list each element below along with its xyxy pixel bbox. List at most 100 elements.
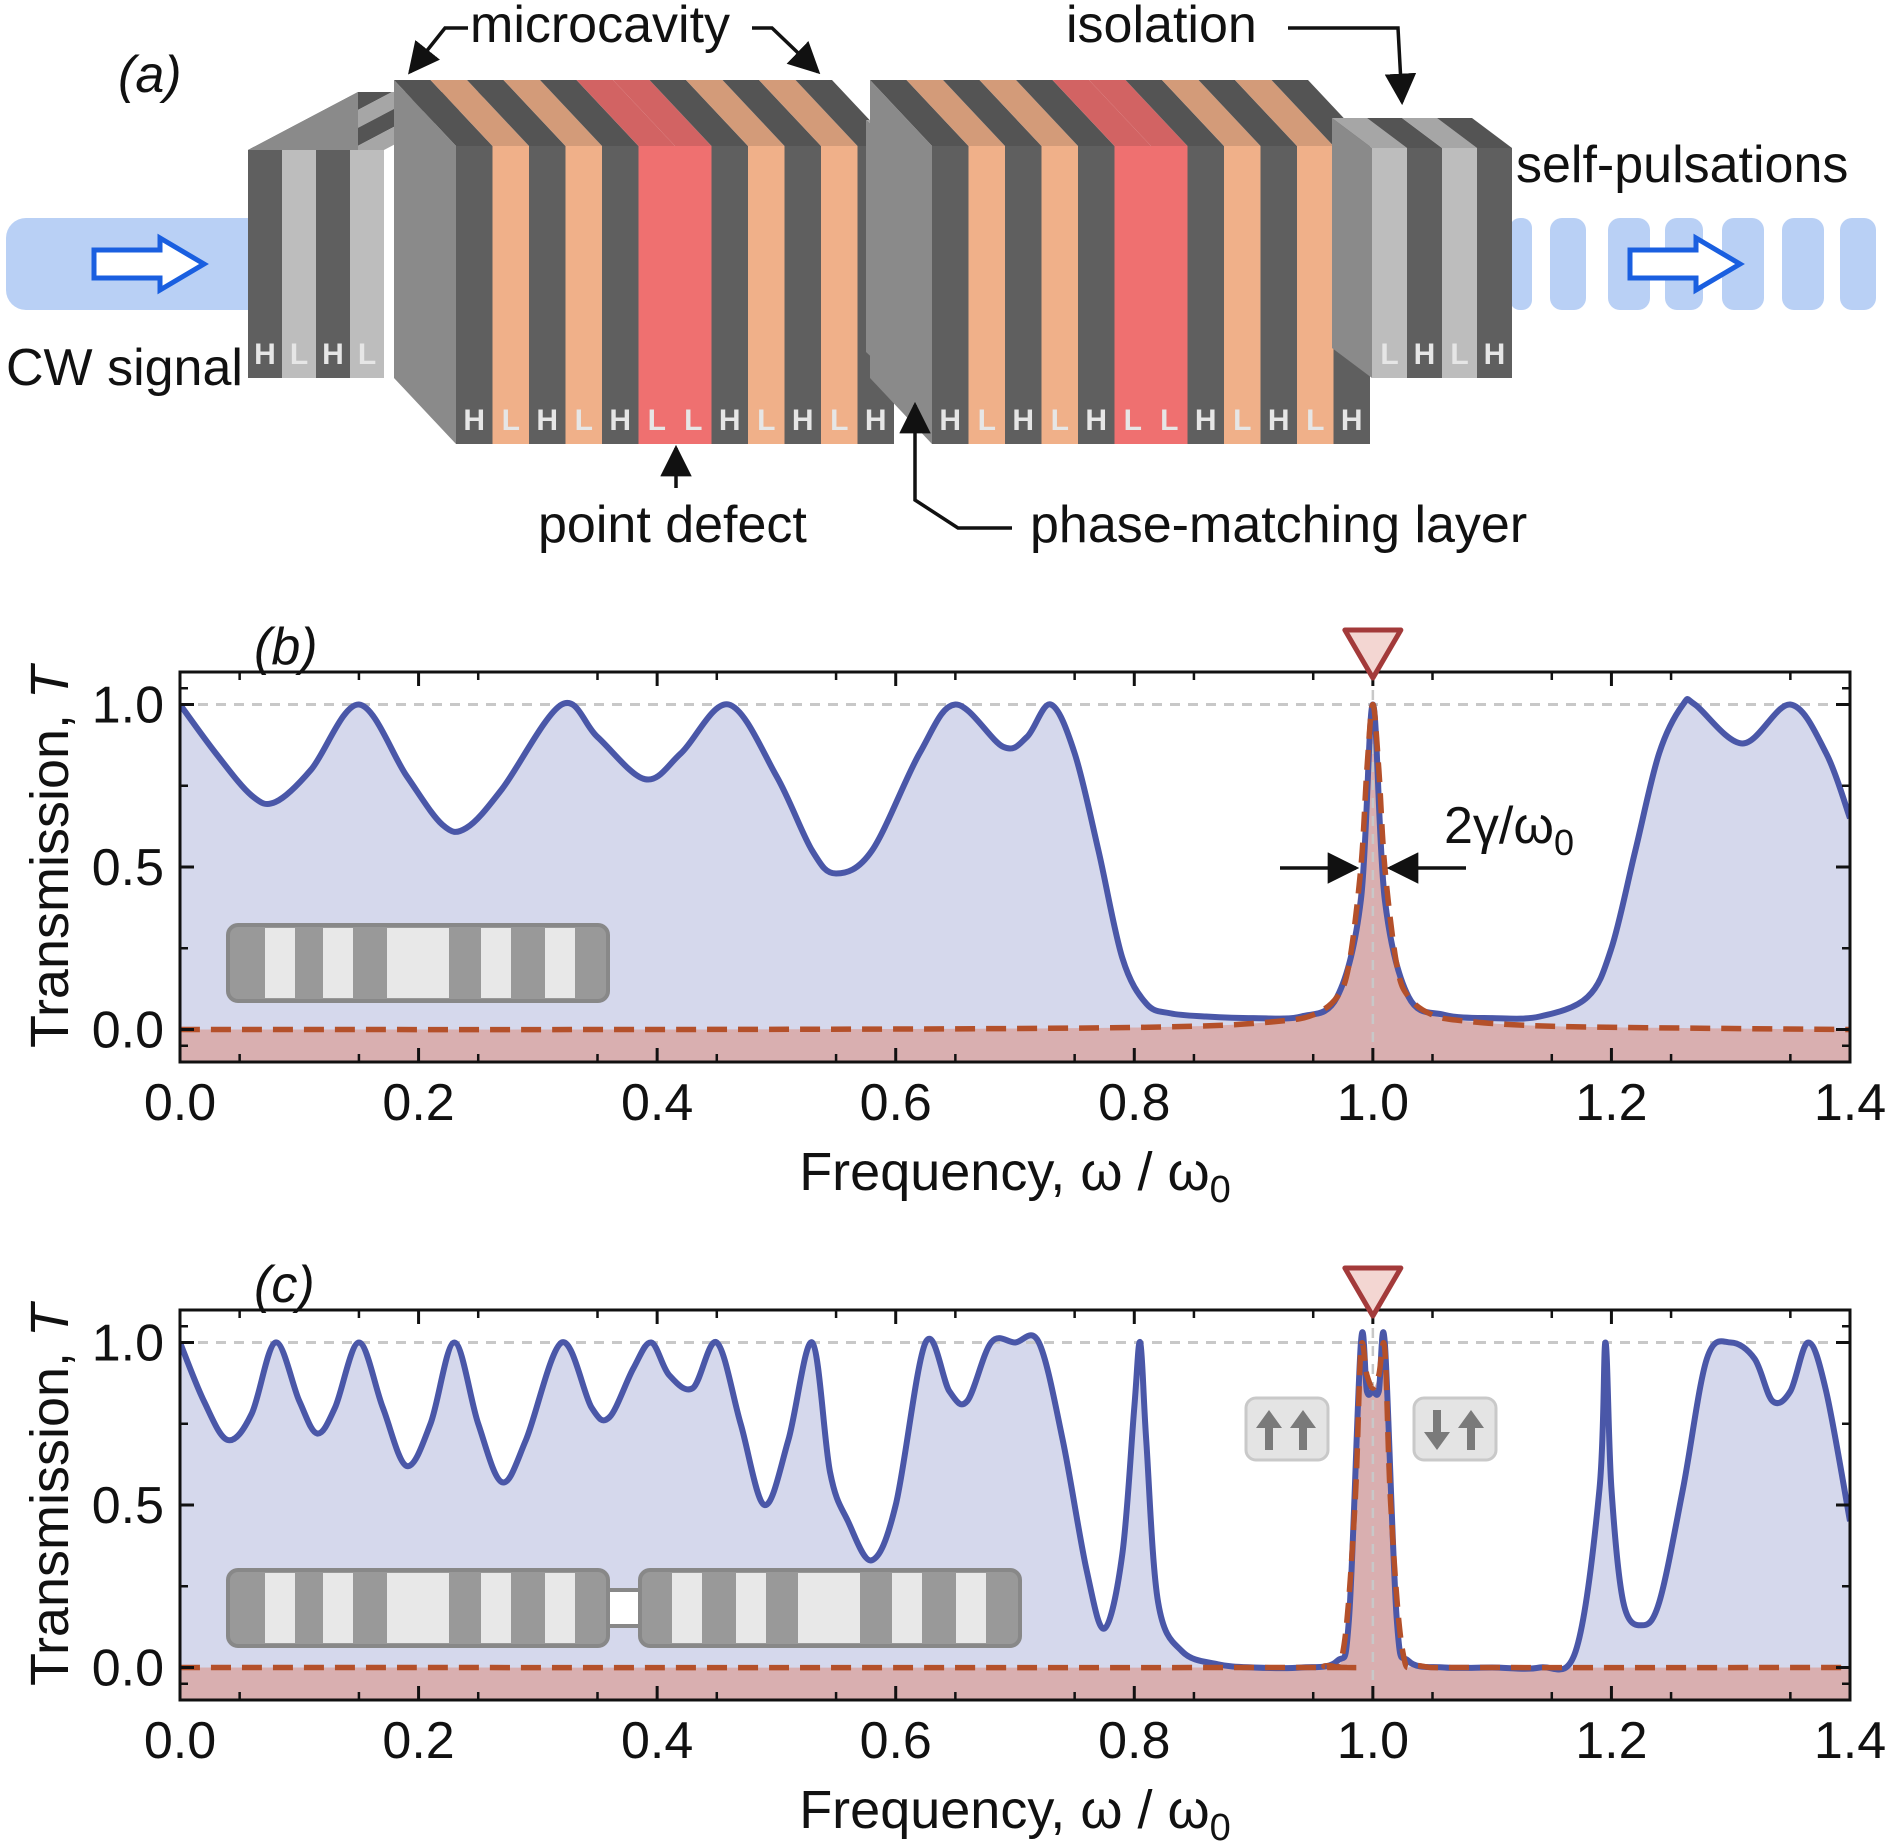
y-tick-label: 0.5 (92, 1477, 164, 1535)
stack-side (394, 80, 456, 444)
layer-letter: L (1450, 338, 1468, 371)
layer-top (467, 80, 566, 146)
layer-top (1016, 80, 1115, 146)
x-tick-label: 0.0 (144, 1074, 216, 1132)
layer-top (1402, 118, 1477, 148)
panel-label: (c) (254, 1256, 315, 1314)
layer-letter: L (757, 404, 775, 437)
layer-stacks: HLHLHLHLHLLHLHLHLHLHLHLLHLHLHLHLH (248, 80, 1512, 444)
x-tick-label: 0.4 (621, 1074, 693, 1132)
layer-letter: H (1195, 404, 1217, 437)
layer-low (565, 146, 602, 444)
layer-low (821, 146, 858, 444)
layer-low (492, 146, 529, 444)
layer-top (1235, 80, 1334, 146)
layer-top (943, 80, 1042, 146)
y-tick-label: 0.0 (92, 1640, 164, 1698)
layer-top (686, 80, 785, 146)
y-tick-label: 0.5 (92, 839, 164, 897)
layer-low (1041, 146, 1078, 444)
series-0-line (180, 696, 1850, 1022)
panel-b-chart: 0.0 0.2 0.4 0.6 0.8 1.0 1.2 1.4 0.0 0.5 1.0 Frequen… (20, 618, 1886, 1211)
layer-high (711, 146, 748, 444)
layer-high (248, 150, 282, 378)
x-tick-label: 1.4 (1814, 1712, 1886, 1770)
annotation-arrows (408, 26, 1417, 530)
layer-letter: L (1233, 404, 1251, 437)
input-arrow-icon (91, 233, 209, 295)
layer-low (1114, 146, 1151, 444)
x-tick-label: 1.2 (1575, 1712, 1647, 1770)
layer-high (1477, 148, 1512, 378)
x-tick-label: 0.4 (621, 1712, 693, 1770)
layer-top (1052, 80, 1151, 146)
layer-top (1089, 80, 1188, 146)
layer-letter: L (1306, 404, 1324, 437)
y-axis-title: Transmission, T (20, 662, 80, 1048)
layer-letter: L (290, 338, 308, 371)
layer-letter: H (609, 404, 631, 437)
panel-c-chart: 0.0 0.2 0.4 0.6 0.8 1.0 1.2 1.4 0.0 0.5 1.0 Frequen… (20, 1256, 1886, 1845)
layer-letter: H (1012, 404, 1034, 437)
layer-letter: L (358, 338, 376, 371)
series-1-line (180, 1340, 1850, 1671)
layer-top (1437, 118, 1512, 148)
y-axis-title: Transmission, T (20, 1300, 80, 1686)
stack-side (1332, 118, 1372, 378)
x-tick-label: 1.0 (1337, 1074, 1409, 1132)
x-tick-label: 1.0 (1337, 1712, 1409, 1770)
series-1-line (180, 701, 1850, 1033)
layer-letter: H (792, 404, 814, 437)
layer-letter: L (684, 404, 702, 437)
layer-top (649, 80, 748, 146)
layer-letter: H (254, 338, 276, 371)
layer-high (784, 146, 821, 444)
x-tick-label: 0.0 (144, 1712, 216, 1770)
antisymmetric-mode-icon (1412, 1396, 1498, 1462)
y-tick-label: 1.0 (92, 1315, 164, 1373)
layer-top (722, 80, 821, 146)
layer-top (759, 80, 858, 146)
layer-letter: H (463, 404, 485, 437)
layer-high (1407, 148, 1442, 378)
cw-signal-label: CW signal (6, 339, 243, 397)
layer-top (1332, 118, 1407, 148)
plot-b-area: 0.0 0.2 0.4 0.6 0.8 1.0 1.2 1.4 0.0 0.5 1.0 Frequen… (20, 618, 1886, 1211)
output-arrow-icon (1627, 233, 1745, 295)
layer-top (576, 80, 675, 146)
layer-top (430, 80, 529, 146)
x-tick-label: 1.2 (1575, 1074, 1647, 1132)
layer-letter: H (322, 338, 344, 371)
layer-letter: L (830, 404, 848, 437)
x-tick-label: 0.2 (382, 1074, 454, 1132)
x-axis-title: Frequency, ω / ω0 (799, 1142, 1231, 1211)
layer-low (638, 146, 675, 444)
layer-top (503, 80, 602, 146)
layer-letter: L (648, 404, 666, 437)
symmetric-mode-icon (1244, 1396, 1330, 1462)
layer-high (529, 146, 566, 444)
layer-low (1224, 146, 1261, 444)
layer-letter: L (978, 404, 996, 437)
layer-letter: L (1124, 404, 1142, 437)
layer-letter: H (536, 404, 558, 437)
layer-letter: H (719, 404, 741, 437)
layer-low (1372, 148, 1407, 378)
x-tick-label: 0.6 (860, 1712, 932, 1770)
layer-low (350, 150, 384, 378)
layer-high (932, 146, 969, 444)
layer-low (748, 146, 785, 444)
layer-low (1151, 146, 1188, 444)
layer-letter: L (575, 404, 593, 437)
layer-low (968, 146, 1005, 444)
layer-low (675, 146, 712, 444)
layer-letter: H (1268, 404, 1290, 437)
x-axis-title: Frequency, ω / ω0 (799, 1780, 1231, 1845)
single-cavity-inset (226, 923, 610, 1003)
resonance-marker-icon (1342, 1265, 1404, 1319)
linewidth-label: 2γ/ω0 (1444, 797, 1574, 863)
